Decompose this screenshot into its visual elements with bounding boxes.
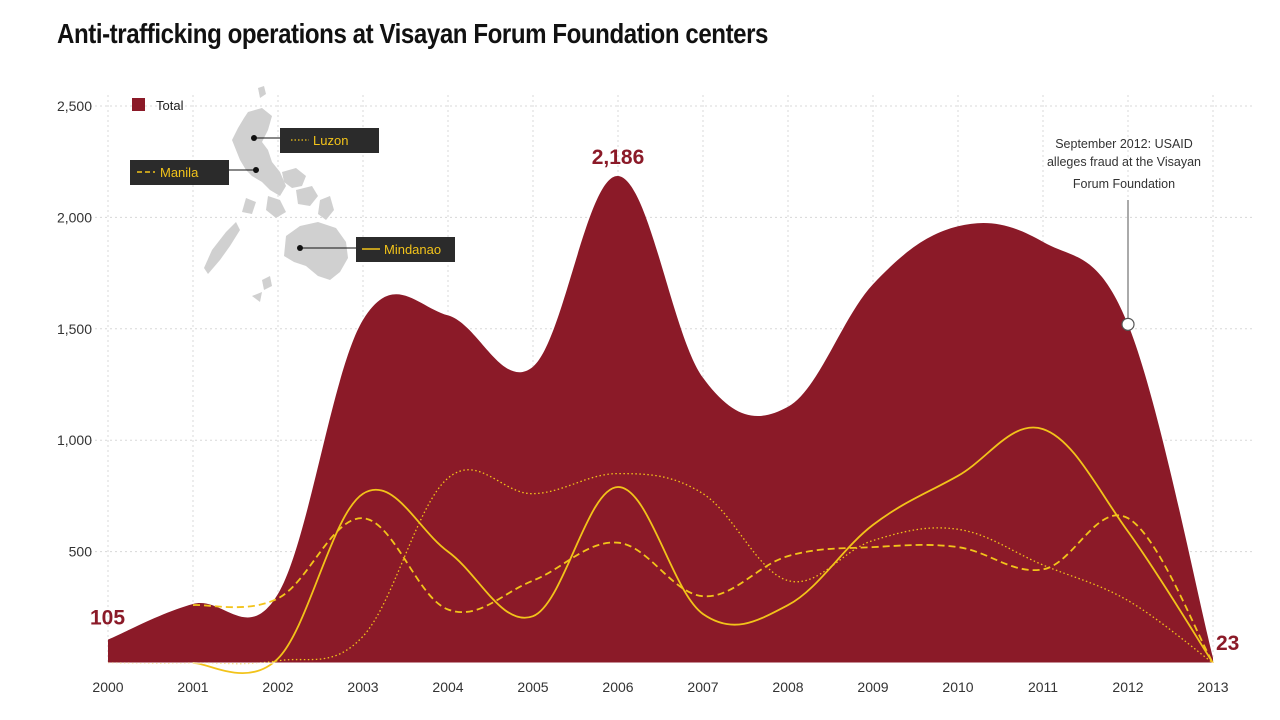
x-tick-label: 2007	[687, 679, 718, 695]
legend-label-total: Total	[156, 98, 184, 113]
x-tick-label: 2004	[432, 679, 463, 695]
x-tick-label: 2003	[347, 679, 378, 695]
x-tick-label: 2008	[772, 679, 803, 695]
x-tick-label: 2001	[177, 679, 208, 695]
series-mindanao-line	[192, 426, 1214, 675]
series-manila-line	[192, 514, 1214, 664]
legend: Total	[132, 98, 184, 113]
series-luzon-line	[107, 469, 1214, 665]
x-tick-label: 2000	[92, 679, 123, 695]
data-labels: 105 2,186 23	[90, 146, 1239, 655]
total-area-layer	[108, 175, 1213, 663]
philippines-map-icon	[204, 86, 348, 302]
chart-title: Anti-trafficking operations at Visayan F…	[57, 18, 769, 49]
x-tick-label: 2013	[1197, 679, 1228, 695]
region-lines-layer	[107, 426, 1214, 675]
x-tick-label: 2009	[857, 679, 888, 695]
annotation-marker	[1121, 317, 1135, 331]
x-tick-label: 2012	[1112, 679, 1143, 695]
annotation-line-2: alleges fraud at the Visayan	[1047, 155, 1201, 169]
map-label-mindanao-text: Mindanao	[384, 242, 441, 257]
axes: 500 1,000 1,500 2,000 2,500 2000 2001 2002 2003 2…	[57, 98, 1229, 695]
series-total-area	[108, 175, 1213, 663]
data-label-2000: 105	[90, 607, 125, 630]
y-tick-label: 1,000	[57, 432, 92, 448]
annotation-line-3: Forum Foundation	[1073, 177, 1175, 191]
y-tick-label: 2,000	[57, 209, 92, 225]
usaid-annotation: September 2012: USAID alleges fraud at t…	[1047, 137, 1201, 331]
x-tick-label: 2010	[942, 679, 973, 695]
annotation-line-1: September 2012: USAID	[1055, 137, 1193, 151]
y-tick-label: 500	[69, 544, 93, 560]
map-label-luzon: Luzon	[251, 128, 379, 153]
map-label-manila: Manila	[130, 160, 259, 185]
x-tick-label: 2006	[602, 679, 633, 695]
x-tick-label: 2005	[517, 679, 548, 695]
x-tick-label: 2011	[1028, 679, 1058, 695]
map-label-manila-text: Manila	[160, 165, 199, 180]
x-tick-label: 2002	[262, 679, 293, 695]
legend-swatch-total	[132, 98, 145, 111]
map-label-luzon-text: Luzon	[313, 133, 348, 148]
data-label-2006: 2,186	[592, 146, 645, 169]
map-label-mindanao: Mindanao	[297, 237, 455, 262]
data-label-2013: 23	[1216, 632, 1239, 655]
y-tick-label: 2,500	[57, 98, 92, 114]
y-tick-label: 1,500	[57, 321, 92, 337]
